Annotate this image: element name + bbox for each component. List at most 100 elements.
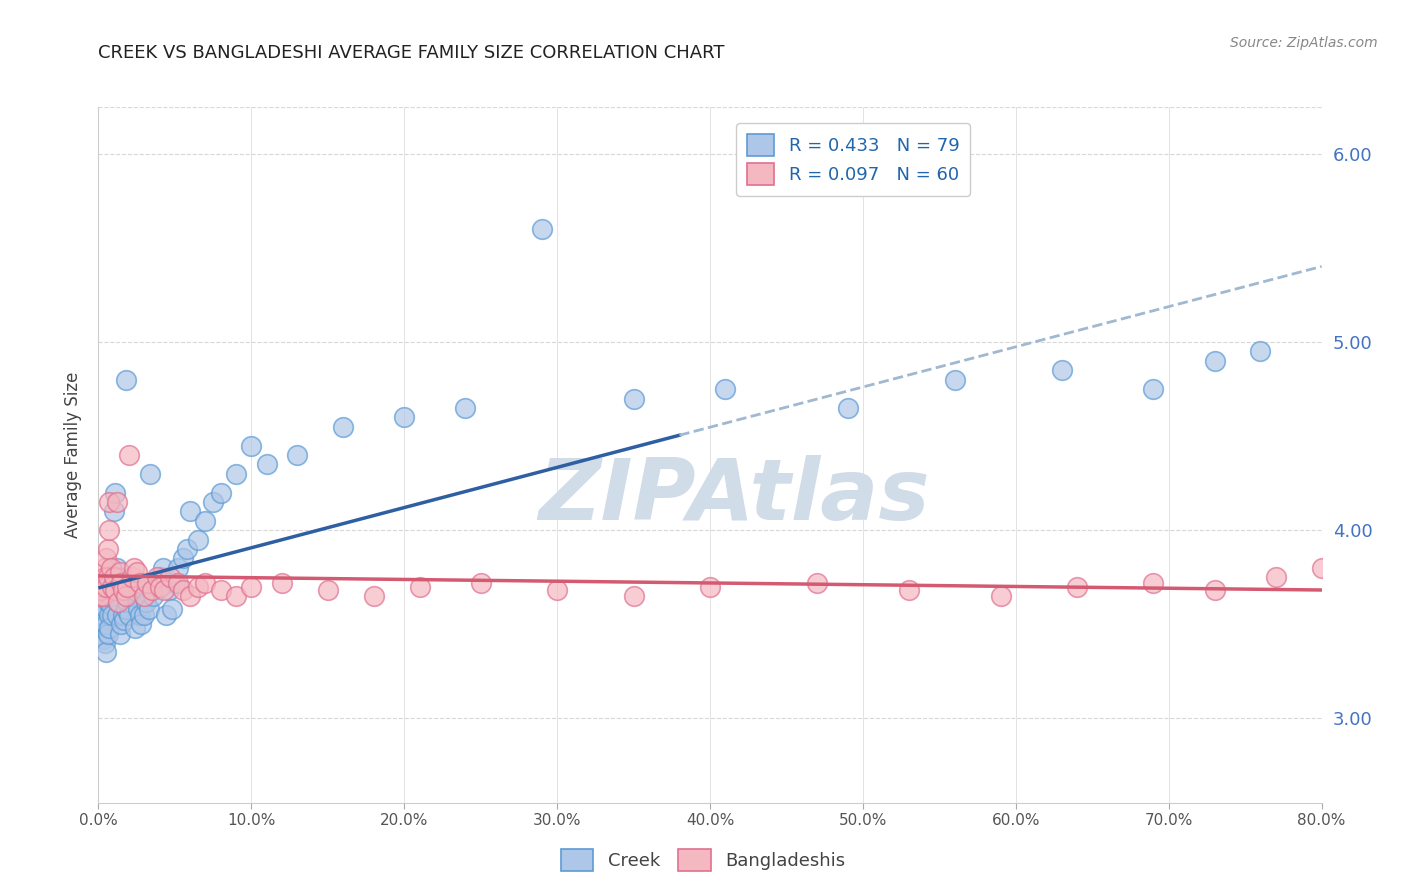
Point [202, 495, 225, 509]
Point [990, 589, 1012, 603]
Point [225, 589, 247, 603]
Point [107, 594, 129, 608]
Point [117, 580, 139, 594]
Point [93, 636, 115, 650]
Point [530, 222, 553, 236]
Point [1249, 344, 1271, 359]
Point [90, 621, 112, 635]
Point [91, 580, 114, 594]
Point [1264, 570, 1286, 584]
Point [179, 504, 201, 518]
Point [145, 570, 167, 584]
Point [187, 580, 209, 594]
Point [128, 607, 150, 622]
Text: Source: ZipAtlas.com: Source: ZipAtlas.com [1230, 36, 1378, 50]
Point [125, 565, 148, 579]
Point [115, 602, 138, 616]
Point [149, 570, 172, 584]
Point [122, 583, 145, 598]
Point [623, 392, 645, 406]
Point [127, 602, 149, 616]
Point [100, 560, 122, 574]
Point [172, 583, 194, 598]
Point [623, 589, 645, 603]
Point [139, 467, 162, 481]
Point [98, 580, 121, 594]
Point [93, 589, 115, 603]
Point [153, 583, 176, 598]
Point [125, 580, 148, 594]
Point [121, 580, 143, 594]
Point [470, 575, 492, 590]
Point [118, 448, 141, 462]
Point [122, 560, 145, 574]
Point [110, 575, 132, 590]
Point [270, 575, 292, 590]
Point [194, 514, 217, 528]
Point [100, 589, 122, 603]
Point [94, 580, 117, 594]
Point [105, 607, 128, 622]
Point [392, 410, 416, 425]
Point [1066, 580, 1088, 594]
Point [159, 570, 181, 584]
Point [110, 617, 132, 632]
Point [91, 589, 114, 603]
Point [256, 458, 278, 472]
Point [97, 626, 120, 640]
Point [90, 583, 112, 598]
Legend: R = 0.433   N = 79, R = 0.097   N = 60: R = 0.433 N = 79, R = 0.097 N = 60 [737, 123, 970, 196]
Point [115, 589, 138, 603]
Point [332, 419, 354, 434]
Point [98, 607, 121, 622]
Point [152, 560, 174, 574]
Point [285, 448, 308, 462]
Point [108, 626, 131, 640]
Point [97, 594, 120, 608]
Point [105, 560, 128, 574]
Point [97, 570, 120, 584]
Point [806, 575, 828, 590]
Point [98, 621, 121, 635]
Point [115, 373, 138, 387]
Point [134, 607, 156, 622]
Point [138, 602, 160, 616]
Point [141, 583, 163, 598]
Point [107, 570, 129, 584]
Text: ZIPAtlas: ZIPAtlas [538, 455, 931, 538]
Point [699, 580, 721, 594]
Point [134, 589, 156, 603]
Y-axis label: Average Family Size: Average Family Size [63, 372, 82, 538]
Point [172, 551, 194, 566]
Point [91, 632, 114, 647]
Point [90, 626, 112, 640]
Point [897, 583, 920, 598]
Point [103, 583, 125, 598]
Point [103, 504, 125, 518]
Point [240, 580, 263, 594]
Point [91, 599, 114, 613]
Point [104, 583, 127, 598]
Point [176, 541, 198, 556]
Point [167, 560, 190, 574]
Point [225, 467, 247, 481]
Point [179, 589, 201, 603]
Point [408, 580, 430, 594]
Point [117, 594, 139, 608]
Point [94, 617, 117, 632]
Point [121, 570, 143, 584]
Point [93, 560, 115, 574]
Point [1142, 575, 1164, 590]
Point [103, 570, 125, 584]
Point [167, 575, 190, 590]
Point [837, 401, 859, 415]
Point [1204, 354, 1226, 368]
Point [240, 438, 263, 452]
Point [89, 617, 111, 632]
Point [129, 617, 152, 632]
Point [714, 382, 737, 396]
Point [163, 575, 186, 590]
Point [1050, 363, 1073, 377]
Point [107, 594, 129, 608]
Point [90, 575, 112, 590]
